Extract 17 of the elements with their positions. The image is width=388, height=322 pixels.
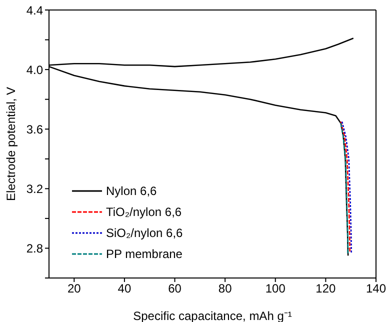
x-tick-label: 140 (366, 282, 386, 296)
legend-label: Nylon 6,6 (106, 184, 157, 198)
legend-label: TiO₂/nylon 6,6 (106, 204, 182, 218)
x-tick-label: 100 (265, 282, 286, 296)
x-tick-label: 80 (218, 282, 232, 296)
legend-label: SiO₂/nylon 6,6 (106, 226, 183, 240)
legend-label: PP membrane (106, 246, 182, 260)
y-tick-label: 3.2 (26, 182, 44, 196)
y-tick-label: 4.4 (26, 3, 44, 18)
y-tick-label: 3.6 (26, 122, 44, 136)
y-tick-label: 4.0 (26, 62, 44, 77)
x-tick-label: 20 (67, 282, 82, 296)
y-tick-label: 2.8 (26, 241, 44, 256)
x-tick-label: 40 (118, 282, 132, 296)
x-tick-label: 60 (168, 282, 182, 296)
y-axis-title: Electrode potential, V (4, 86, 18, 202)
x-tick-label: 120 (316, 282, 336, 296)
